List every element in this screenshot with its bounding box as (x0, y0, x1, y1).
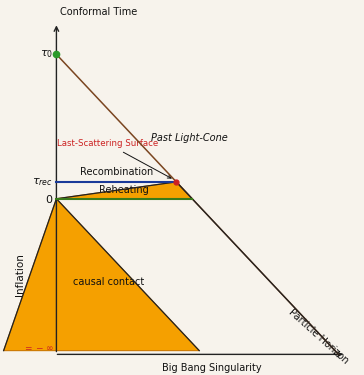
Text: Reheating: Reheating (99, 185, 149, 195)
Text: $\tau_{rec}$: $\tau_{rec}$ (32, 176, 53, 188)
Text: Particle Horizon: Particle Horizon (287, 307, 351, 365)
Text: Past Light-Cone: Past Light-Cone (151, 134, 228, 143)
Text: Recombination: Recombination (80, 167, 153, 177)
Text: Conformal Time: Conformal Time (60, 7, 137, 17)
Text: $= -\infty$: $= -\infty$ (23, 344, 54, 353)
Text: $0$: $0$ (45, 193, 54, 205)
Text: $\tau_0$: $\tau_0$ (40, 48, 53, 60)
Text: Inflation: Inflation (15, 253, 25, 296)
Polygon shape (56, 182, 192, 199)
Text: Last-Scattering Surface: Last-Scattering Surface (57, 139, 171, 178)
Text: causal contact: causal contact (73, 277, 145, 287)
Text: Big Bang Singularity: Big Bang Singularity (162, 363, 262, 373)
Polygon shape (4, 199, 199, 351)
